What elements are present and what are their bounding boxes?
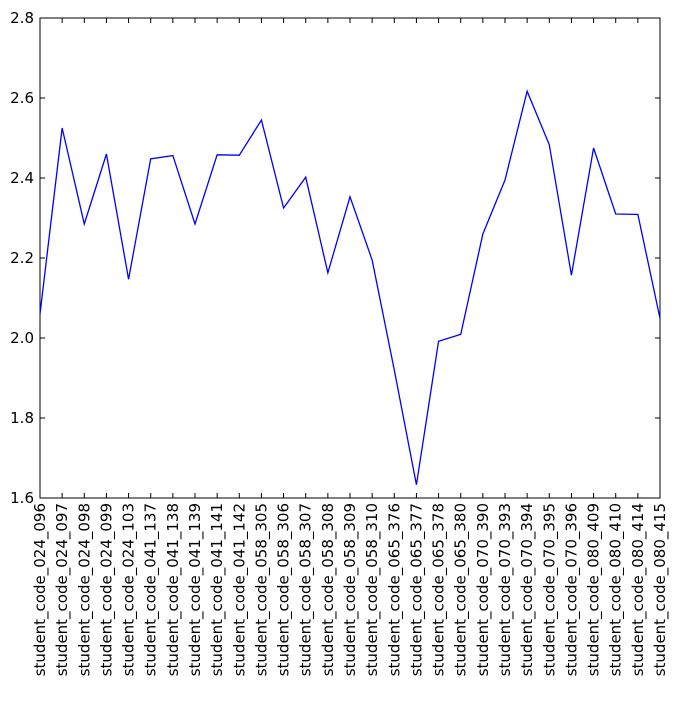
x-tick-label: student_code_041_141 <box>208 503 227 676</box>
x-tick-label: student_code_041_137 <box>142 503 161 676</box>
x-tick-label: student_code_070_396 <box>562 503 581 676</box>
x-tick-label: student_code_065_378 <box>430 503 449 676</box>
plot-frame <box>39 17 661 499</box>
x-tick-label: student_code_041_139 <box>186 503 205 676</box>
y-tick-label: 2.2 <box>10 249 34 267</box>
x-tick-label: student_code_058_306 <box>275 503 294 676</box>
x-tick-label: student_code_065_376 <box>385 503 404 676</box>
y-tick-label: 2.8 <box>10 9 34 27</box>
x-tick-label: student_code_058_309 <box>341 503 360 676</box>
x-tick-label: student_code_058_305 <box>252 503 271 676</box>
x-tick-label: student_code_080_414 <box>629 503 648 676</box>
plot-area: 1.6 1.8 2.0 2.2 2.4 2.6 2.8 student_code_024_09… <box>10 9 670 676</box>
y-tick-label: 2.4 <box>10 169 34 187</box>
x-tick-label: student_code_070_393 <box>496 503 515 676</box>
x-tick-label: student_code_024_103 <box>120 503 139 676</box>
x-tick-label: student_code_070_390 <box>474 503 493 676</box>
x-tick-label: student_code_058_308 <box>319 503 338 676</box>
x-tick-label: student_code_070_394 <box>518 503 537 676</box>
x-tick-label: student_code_024_097 <box>53 503 72 676</box>
y-tick-label: 2.6 <box>10 89 34 107</box>
x-tick-label: student_code_080_409 <box>585 503 604 676</box>
x-tick-label: student_code_070_395 <box>540 503 559 676</box>
y-tick-label: 1.8 <box>10 409 34 427</box>
y-tick-label: 2.0 <box>10 329 34 347</box>
x-tick-label: student_code_080_415 <box>651 503 670 676</box>
x-tick-label: student_code_080_410 <box>607 503 626 676</box>
x-tick-label: student_code_058_310 <box>363 503 382 676</box>
x-tick-label: student_code_041_142 <box>230 503 249 676</box>
x-tick-label: student_code_024_098 <box>75 503 94 676</box>
x-tick-label: student_code_041_138 <box>164 503 183 676</box>
x-tick-label: student_code_024_096 <box>31 503 50 676</box>
x-tick-label: student_code_058_307 <box>297 503 316 676</box>
x-tick-label: student_code_065_380 <box>452 503 471 676</box>
x-tick-label: student_code_065_377 <box>407 503 426 676</box>
series-line <box>39 89 661 485</box>
y-tick-label: 1.6 <box>10 489 34 507</box>
x-tick-label: student_code_024_099 <box>97 503 116 676</box>
